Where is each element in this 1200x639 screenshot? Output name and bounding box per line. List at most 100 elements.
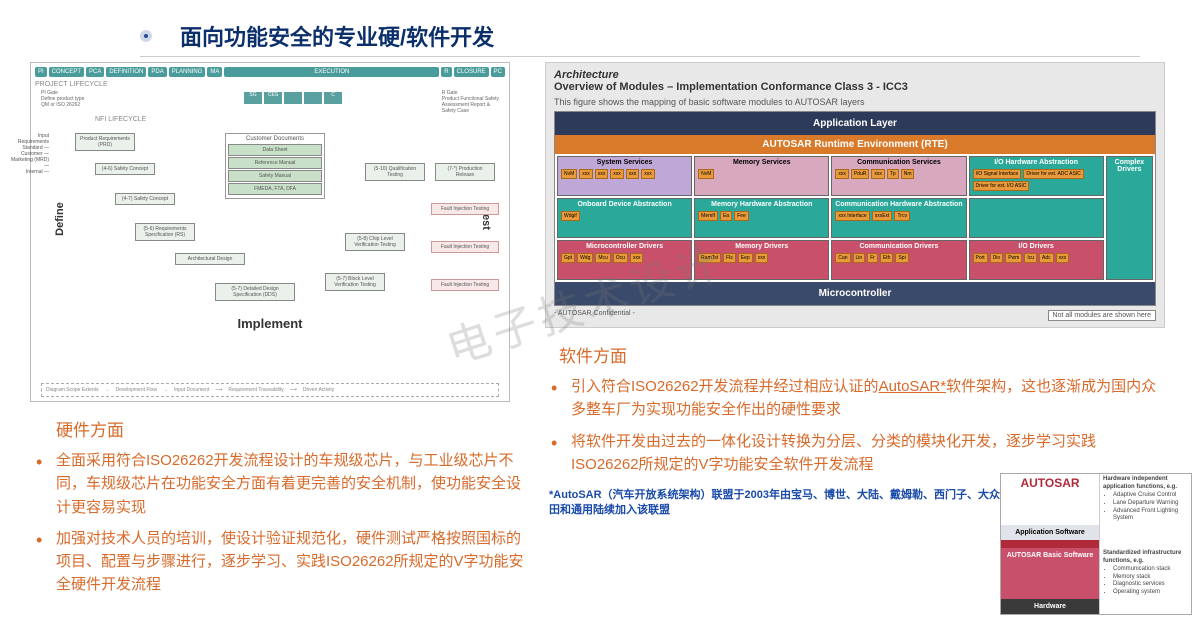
cell-comm-hw: Communication Hardware Abstractionxxx In…	[831, 198, 966, 238]
autosar-title1: Architecture	[554, 69, 1156, 81]
mini-rte	[1001, 540, 1099, 548]
hardware-bullets: 全面采用符合ISO26262开发流程设计的车规级芯片，与工业级芯片不同，车规级芯…	[30, 449, 530, 597]
module-chip: Nm	[901, 169, 915, 179]
bullet-item: 全面采用符合ISO26262开发流程设计的车规级芯片，与工业级芯片不同，车规级芯…	[30, 449, 530, 519]
define-label: Define	[54, 202, 66, 236]
module-chip: Port	[973, 253, 988, 263]
module-chip: xxx	[630, 253, 644, 263]
module-chip: Dio	[990, 253, 1004, 263]
autosar-confidential: - AUTOSAR Confidential -	[554, 310, 635, 321]
doc-box: Data Sheet	[228, 144, 322, 156]
module-chip: Driver for ext. ADC ASIC	[1023, 169, 1083, 179]
microcontroller-layer: Microcontroller	[555, 282, 1155, 305]
v-box: (5-6) Requirements Specification (RS)	[135, 223, 195, 241]
autosar-subtitle: This figure shows the mapping of basic s…	[554, 97, 1156, 107]
module-chip: Gpt	[561, 253, 575, 263]
nfi-box: CES	[264, 92, 282, 104]
doc-box: Safety Manual	[228, 170, 322, 182]
doc-box: FMEDA, FTA, DFA	[228, 183, 322, 195]
software-heading: 软件方面	[559, 342, 1167, 367]
bullet-item: 加强对技术人员的培训，使设计验证规范化，硬件测试严格按照国标的项目、配置与步骤进…	[30, 527, 530, 597]
cell-onboard-device: Onboard Device AbstractionWdgif	[557, 198, 692, 238]
legend-item: Requirement Traceability	[228, 387, 283, 393]
cell-io-abstraction: I/O Hardware AbstractionI/O Signal Inter…	[969, 156, 1104, 196]
module-chip: xxx	[641, 169, 655, 179]
mini-hw: Hardware	[1001, 599, 1099, 614]
v-shape: Input Requirements Standard — Customer —…	[35, 133, 505, 333]
cell-memory-drivers: Memory DriversRamTstFlsEepxxx	[694, 240, 829, 280]
rte-layer: AUTOSAR Runtime Environment (RTE)	[555, 135, 1155, 154]
module-chip: NvM	[561, 169, 577, 179]
v-box: Product Requirements (PRD)	[75, 133, 135, 151]
legend-item: Driven Activity	[303, 387, 334, 393]
module-chip: Wdgif	[561, 211, 580, 221]
cell-system-services: System ServicesNvMxxxxxxxxxxxxxxx	[557, 156, 692, 196]
nfi-box: SG	[244, 92, 262, 104]
autosar-logo: AUTOSAR	[1001, 474, 1099, 525]
module-chip: PduR	[851, 169, 870, 179]
module-chip: xxx	[610, 169, 624, 179]
phase-box: PI	[35, 67, 47, 77]
phase-box: PLANNING	[169, 67, 206, 77]
legend-item: Development Flow	[116, 387, 157, 393]
phase-box: PC	[491, 67, 505, 77]
pi-gate-text: PI Gate Define product type QM or ISO 26…	[41, 90, 84, 114]
left-column: PI CONCEPT PCA DEFINITION PDA PLANNING M…	[30, 62, 530, 605]
module-chip: Fee	[734, 211, 749, 221]
title-dot-icon	[140, 30, 152, 42]
mini-right-1: Hardware independent application functio…	[1099, 474, 1191, 525]
module-chip: xxx	[871, 169, 885, 179]
bsw-grid: System ServicesNvMxxxxxxxxxxxxxxx Memory…	[555, 154, 1155, 282]
phase-box: R	[441, 67, 451, 77]
docs-header: Customer Documents	[228, 136, 322, 142]
cell-comm-drivers: Communication DriversCanLinFrEthSpi	[831, 240, 966, 280]
legend-item: Input Document	[174, 387, 209, 393]
module-chip: xxx	[579, 169, 593, 179]
module-chip: Icu	[1024, 253, 1037, 263]
module-chip: I/O Signal Interface	[973, 169, 1022, 179]
v-box: (5-8) Chip Level Verification Testing	[345, 233, 405, 251]
module-chip: Mcu	[595, 253, 610, 263]
autosar-note: Not all modules are shown here	[1048, 310, 1156, 321]
module-chip: Trcv	[894, 211, 910, 221]
module-chip: NvM	[698, 169, 714, 179]
v-box: (4-6) Safety Concept	[95, 163, 155, 175]
mini-app: Application Software	[1001, 525, 1099, 540]
cell-io-drivers: I/O DriversPortDioPwmIcuAdcxxx	[969, 240, 1104, 280]
module-chip: xxx	[595, 169, 609, 179]
cell-comm-services: Communication ServicesxxxPduRxxxTpNm	[831, 156, 966, 196]
phase-box: MA	[207, 67, 222, 77]
module-chip: Lin	[853, 253, 866, 263]
bullet-item: 引入符合ISO26262开发流程并经过相应认证的AutoSAR*软件架构，这也逐…	[545, 375, 1163, 422]
module-chip: Can	[835, 253, 850, 263]
nfi-box	[284, 92, 302, 104]
mini-right-2: Standardized infrastructure functions, e…	[1099, 548, 1191, 599]
bullet-item: 将软件开发由过去的一体化设计转换为分层、分类的模块化开发，逐步学习实践ISO26…	[545, 430, 1163, 477]
phase-box: CLOSURE	[454, 67, 489, 77]
module-chip: Ocu	[613, 253, 628, 263]
nfi-box	[304, 92, 322, 104]
hardware-heading: 硬件方面	[56, 416, 530, 441]
cell-complex-drivers: Complex Drivers	[1106, 156, 1153, 280]
module-chip: RamTst	[698, 253, 721, 263]
phase-box: EXECUTION	[224, 67, 439, 77]
module-chip: xxxExt	[872, 211, 893, 221]
module-chip: Spi	[895, 253, 908, 263]
v-box: Architectural Design	[175, 253, 245, 265]
module-chip: Ea	[720, 211, 732, 221]
legend-item: Diagram Scope Extents	[46, 387, 99, 393]
phase-box: PDA	[148, 67, 166, 77]
cell-memory-hw: Memory Hardware AbstractionMemIfEaFee	[694, 198, 829, 238]
r-gate-text: R Gate Product Functional Safety Assessm…	[442, 90, 499, 114]
right-column: Architecture Overview of Modules – Imple…	[545, 62, 1175, 519]
module-chip: Eep	[738, 253, 753, 263]
fault-test-box: Fault Injection Testing	[431, 241, 499, 253]
mini-autosar-stack: AUTOSAR Hardware independent application…	[1000, 473, 1192, 615]
phase-box: DEFINITION	[106, 67, 146, 77]
module-chip: xxx	[755, 253, 769, 263]
doc-box: Reference Manual	[228, 157, 322, 169]
cell-mcu-drivers: Microcontroller DriversGptWdgMcuOcuxxx	[557, 240, 692, 280]
module-chip: Pwm	[1005, 253, 1022, 263]
legend: Diagram Scope Extents →Development Flow …	[41, 383, 499, 397]
lifecycle-label: PROJECT LIFECYCLE	[35, 81, 505, 88]
